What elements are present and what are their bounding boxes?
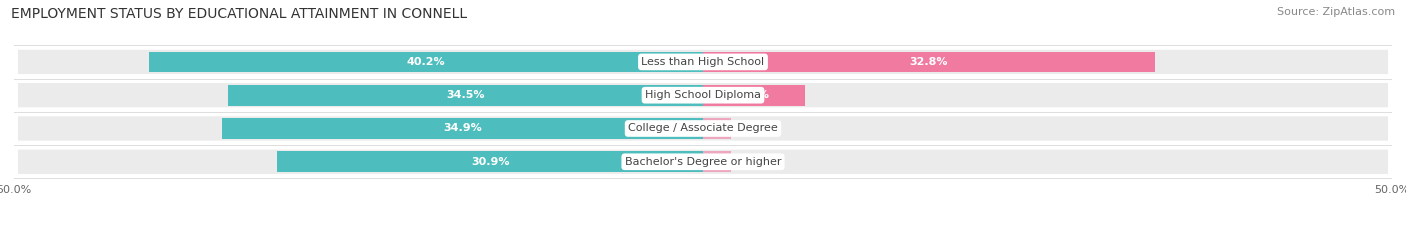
Text: Bachelor's Degree or higher: Bachelor's Degree or higher	[624, 157, 782, 167]
Bar	[228, 85, 703, 106]
Text: EMPLOYMENT STATUS BY EDUCATIONAL ATTAINMENT IN CONNELL: EMPLOYMENT STATUS BY EDUCATIONAL ATTAINM…	[11, 7, 467, 21]
Bar	[703, 151, 731, 172]
Bar	[222, 118, 703, 139]
Bar	[703, 51, 1154, 72]
Text: 0.0%: 0.0%	[741, 157, 770, 167]
Bar	[703, 85, 806, 106]
FancyBboxPatch shape	[18, 83, 1388, 107]
Text: 34.5%: 34.5%	[446, 90, 485, 100]
Text: College / Associate Degree: College / Associate Degree	[628, 123, 778, 134]
Text: 0.0%: 0.0%	[741, 123, 770, 134]
FancyBboxPatch shape	[18, 116, 1388, 141]
Text: Source: ZipAtlas.com: Source: ZipAtlas.com	[1277, 7, 1395, 17]
Legend: In Labor Force, Unemployed: In Labor Force, Unemployed	[605, 230, 801, 233]
Text: 32.8%: 32.8%	[910, 57, 948, 67]
Text: High School Diploma: High School Diploma	[645, 90, 761, 100]
Text: 40.2%: 40.2%	[406, 57, 446, 67]
Text: 7.4%: 7.4%	[738, 90, 769, 100]
Text: 34.9%: 34.9%	[443, 123, 482, 134]
FancyBboxPatch shape	[18, 150, 1388, 174]
Bar	[703, 118, 731, 139]
Bar	[277, 151, 703, 172]
Text: 30.9%: 30.9%	[471, 157, 509, 167]
Text: Less than High School: Less than High School	[641, 57, 765, 67]
FancyBboxPatch shape	[18, 50, 1388, 74]
Bar	[149, 51, 703, 72]
